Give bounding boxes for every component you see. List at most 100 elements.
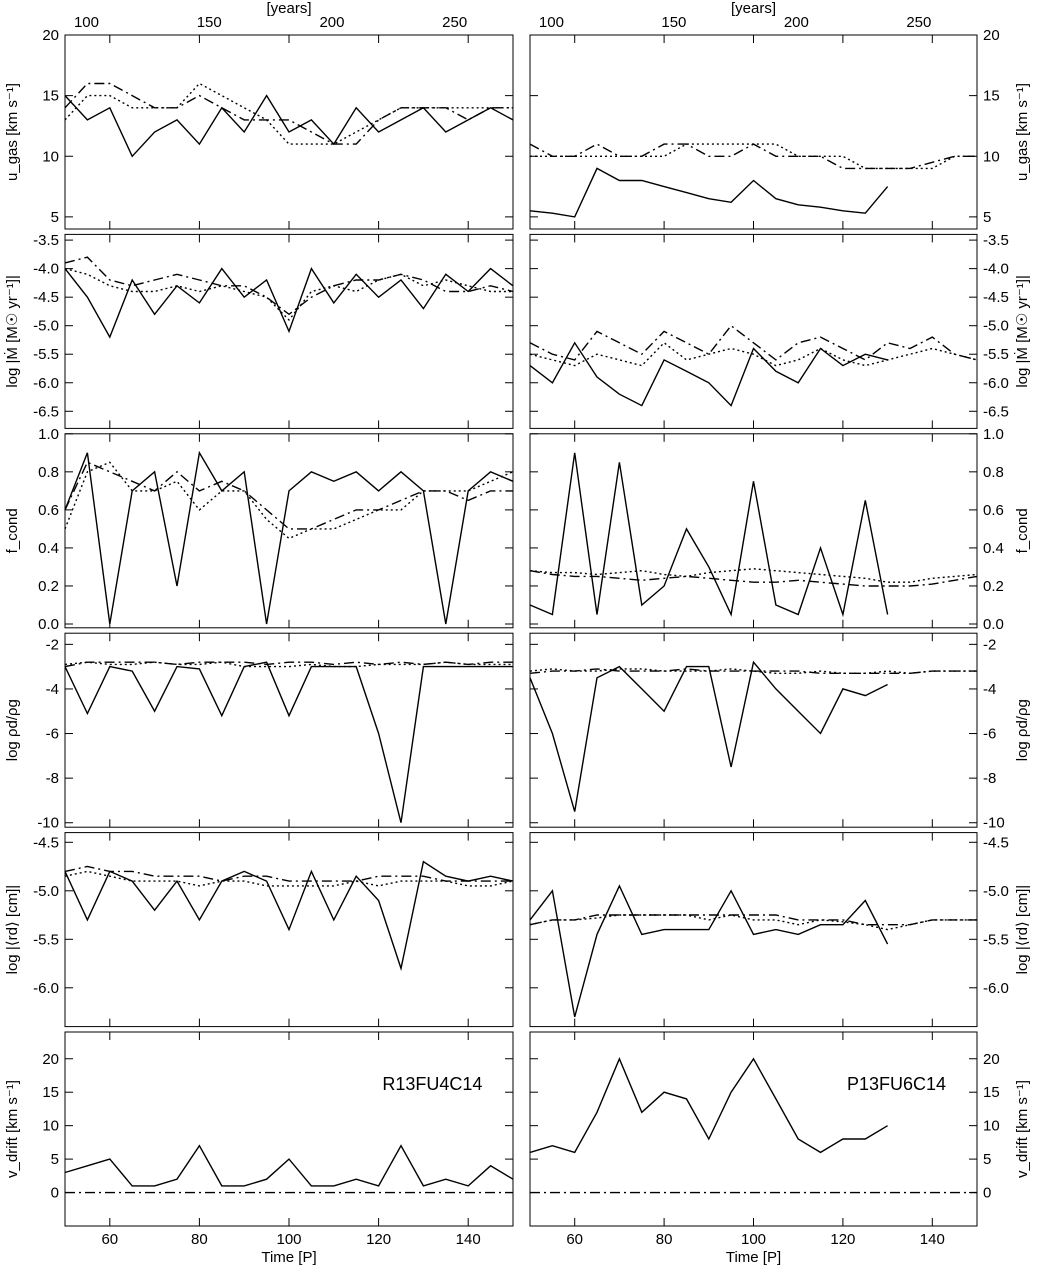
y-tick-label: -6 xyxy=(983,726,996,743)
y-tick-label: 10 xyxy=(42,1118,59,1135)
series-line xyxy=(529,570,978,587)
y-tick-label: 20 xyxy=(983,27,1000,44)
y-axis-label: log ρd/ρg xyxy=(1014,699,1031,761)
series-line xyxy=(529,143,977,170)
plot-frame xyxy=(529,433,978,629)
y-tick-label: -4.5 xyxy=(983,289,1009,306)
y-tick-label: -6 xyxy=(46,726,59,743)
y-tick-label: -6.0 xyxy=(33,375,59,392)
y-tick-label: 10 xyxy=(42,148,59,165)
x2-axis-label: [years] xyxy=(266,0,311,17)
series-line xyxy=(64,267,514,339)
y-tick-label: -2 xyxy=(46,636,59,653)
series-line xyxy=(64,82,513,145)
series-line xyxy=(529,452,889,618)
y-tick-label: 0.8 xyxy=(38,464,59,481)
y-tick-label: -4.5 xyxy=(33,289,59,306)
series-line xyxy=(529,341,978,367)
y-tick-label: 0.4 xyxy=(38,540,59,557)
y-axis-label: v_drift [km s⁻¹] xyxy=(1014,1080,1031,1178)
x-tick-label: 80 xyxy=(656,1231,673,1248)
y-tick-label: -6.5 xyxy=(33,403,59,420)
x-tick-label: 140 xyxy=(456,1231,481,1248)
x-axis-label: Time [P] xyxy=(261,1249,316,1266)
x2-axis-label: [years] xyxy=(731,0,776,17)
y-tick-label: 10 xyxy=(983,1118,1000,1135)
y-tick-label: -6.0 xyxy=(983,375,1009,392)
series-line xyxy=(529,884,889,1018)
y-tick-label: 15 xyxy=(42,88,59,105)
x-tick-label: 120 xyxy=(830,1231,855,1248)
y-tick-label: 20 xyxy=(983,1051,1000,1068)
y-tick-label: -4.0 xyxy=(983,261,1009,278)
x-tick-label: 140 xyxy=(920,1231,945,1248)
y-tick-label: 5 xyxy=(51,1151,59,1168)
y-tick-label: -5.5 xyxy=(33,346,59,363)
y-tick-label: -5.5 xyxy=(983,931,1009,948)
series-line xyxy=(529,324,978,361)
series-line xyxy=(529,660,888,812)
plot-frame xyxy=(64,1031,514,1227)
x-axis-label: Time [P] xyxy=(726,1249,781,1266)
y-tick-label: 0.2 xyxy=(983,578,1004,595)
series-line xyxy=(64,865,513,882)
x2-tick-label: 250 xyxy=(442,14,467,31)
series-line xyxy=(64,661,513,668)
y-tick-label: -4 xyxy=(46,681,59,698)
y-tick-label: -6.0 xyxy=(983,980,1009,997)
y-tick-label: -8 xyxy=(46,770,59,787)
series-line xyxy=(64,450,514,625)
y-tick-label: -8 xyxy=(983,770,996,787)
y-tick-label: -10 xyxy=(37,815,59,832)
y-tick-label: 0.6 xyxy=(38,502,59,519)
x-tick-label: 60 xyxy=(566,1231,583,1248)
plot-frame xyxy=(64,433,514,629)
y-tick-label: 0 xyxy=(983,1185,991,1202)
y-tick-label: -3.5 xyxy=(33,232,59,249)
y-tick-label: -5.0 xyxy=(983,883,1009,900)
series-line xyxy=(529,914,977,926)
y-tick-label: -4 xyxy=(983,681,996,698)
series-line xyxy=(529,167,889,218)
y-axis-label: log |Ṁ [M☉ yr⁻¹]| xyxy=(1013,275,1031,388)
y-tick-label: -4.5 xyxy=(33,834,59,851)
series-line xyxy=(64,860,514,972)
x-tick-label: 120 xyxy=(366,1231,391,1248)
y-axis-label: log |⟨rd⟩ [cm]| xyxy=(4,885,21,975)
series-line xyxy=(64,661,513,823)
y-tick-label: 15 xyxy=(42,1084,59,1101)
x2-tick-label: 250 xyxy=(906,14,931,31)
x2-tick-label: 100 xyxy=(74,14,99,31)
x-tick-label: 100 xyxy=(276,1231,301,1248)
series-line xyxy=(64,461,513,530)
y-tick-label: 20 xyxy=(42,27,59,44)
series-line xyxy=(64,94,514,158)
series-line xyxy=(529,568,978,583)
y-tick-label: 0 xyxy=(51,1185,59,1202)
series-line xyxy=(530,143,977,170)
y-tick-label: -4.0 xyxy=(33,261,59,278)
y-tick-label: 0.6 xyxy=(983,502,1004,519)
plot-frame xyxy=(529,832,978,1028)
y-tick-label: 0.8 xyxy=(983,464,1004,481)
y-axis-label: log |⟨rd⟩ [cm]| xyxy=(1014,885,1031,975)
x2-tick-label: 150 xyxy=(661,14,686,31)
y-tick-label: -5.0 xyxy=(33,318,59,335)
plot-frame xyxy=(529,1031,978,1227)
x2-tick-label: 200 xyxy=(784,14,809,31)
y-tick-label: 5 xyxy=(983,209,991,226)
y-tick-label: 10 xyxy=(983,148,1000,165)
series-line xyxy=(529,341,888,407)
y-tick-label: -10 xyxy=(983,815,1005,832)
y-tick-label: 0.0 xyxy=(983,616,1004,633)
y-tick-label: -6.5 xyxy=(983,403,1009,420)
y-tick-label: 5 xyxy=(983,1151,991,1168)
y-axis-label: v_drift [km s⁻¹] xyxy=(4,1080,21,1178)
y-tick-label: -4.5 xyxy=(983,834,1009,851)
y-tick-label: -5.5 xyxy=(33,931,59,948)
series-line xyxy=(64,256,514,316)
y-tick-label: -3.5 xyxy=(983,232,1009,249)
y-axis-label: f_cond xyxy=(4,508,21,553)
